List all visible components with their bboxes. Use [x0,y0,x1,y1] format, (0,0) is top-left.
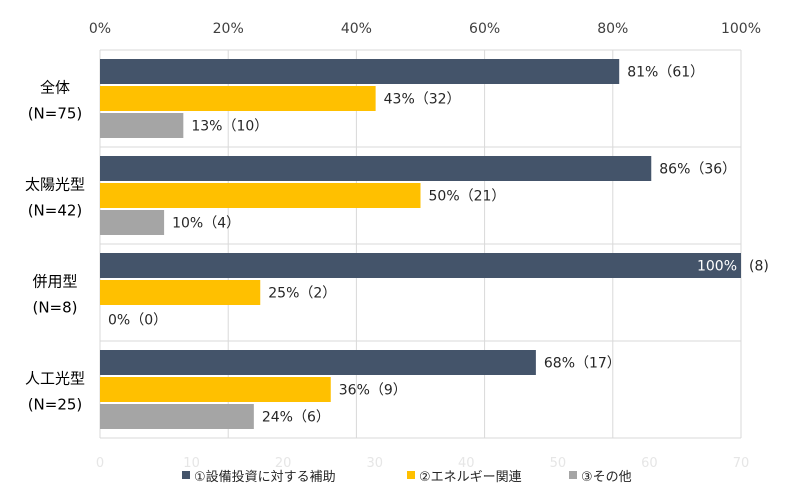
data-label: 50%（21） [429,189,506,205]
legend-label: ①設備投資に対する補助 [194,469,336,485]
bar-1 [100,350,536,375]
data-label: 24%（6） [262,410,330,426]
data-label: 13%（10） [191,119,268,135]
x-tick-label: 60% [469,21,500,37]
category-sublabel: (N=42) [28,202,83,220]
data-label: 68%（17） [544,356,621,372]
data-label: 0%（0） [108,313,167,329]
category-label: 人工光型 [25,370,85,388]
data-label: 86%（36） [659,162,736,178]
faint-tick-label: 60 [641,456,658,471]
faint-tick-label: 40 [458,456,475,471]
bar-2 [100,86,376,111]
faint-tick-label: 30 [366,456,383,471]
legend-swatch [569,471,577,479]
x-tick-label: 40% [341,21,372,37]
bar-1 [100,253,741,278]
bar-2 [100,377,331,402]
gridlines [99,49,742,439]
category-label: 全体 [40,79,70,97]
category-sublabel: (N=8) [32,299,77,317]
bar-1 [100,156,652,181]
legend-label: ②エネルギー関連 [419,470,522,485]
bar-3 [100,210,165,235]
category-sublabel: (N=75) [28,105,83,123]
bars [100,59,741,429]
category-labels: 全体 (N=75) 太陽光型 (N=42) 併用型 (N=8) 人工光型 (N=25) [25,79,85,414]
x-tick-label: 0% [89,21,111,37]
x-tick-label: 100% [721,21,761,37]
data-label: 10%（4） [172,216,240,232]
faint-tick-label: 0 [96,456,104,471]
category-sublabel: (N=25) [28,396,83,414]
faint-tick-label: 50 [550,456,567,471]
x-axis-top-ticks: 0% 20% 40% 60% 80% 100% [89,21,761,37]
category-label: 太陽光型 [25,176,85,194]
data-label: 100% [697,259,737,275]
faint-tick-label: 20 [275,456,292,471]
x-tick-label: 80% [597,21,628,37]
x-axis-bottom-faint-ticks: 0 10 20 30 40 50 60 70 [96,456,749,471]
legend-label: ③その他 [581,470,632,485]
legend-swatch [407,471,415,479]
bar-1 [100,59,620,84]
faint-tick-label: 10 [183,456,200,471]
bar-3 [100,113,184,138]
bar-3 [100,404,254,429]
data-label-extra: (8) [749,259,769,275]
data-labels: 81%（61） 43%（32） 13%（10） 86%（36） 50%（21） 10%（4… [108,65,769,426]
faint-tick-label: 70 [733,456,750,471]
data-label: 81%（61） [627,65,704,81]
data-label: 36%（9） [339,383,407,399]
bar-2 [100,280,261,305]
category-label: 併用型 [32,273,77,291]
data-label: 43%（32） [384,92,461,108]
legend: ①設備投資に対する補助 ②エネルギー関連 ③その他 [182,469,632,485]
x-tick-label: 20% [213,21,244,37]
bar-2 [100,183,421,208]
data-label: 25%（2） [268,286,336,302]
legend-swatch [182,471,190,479]
